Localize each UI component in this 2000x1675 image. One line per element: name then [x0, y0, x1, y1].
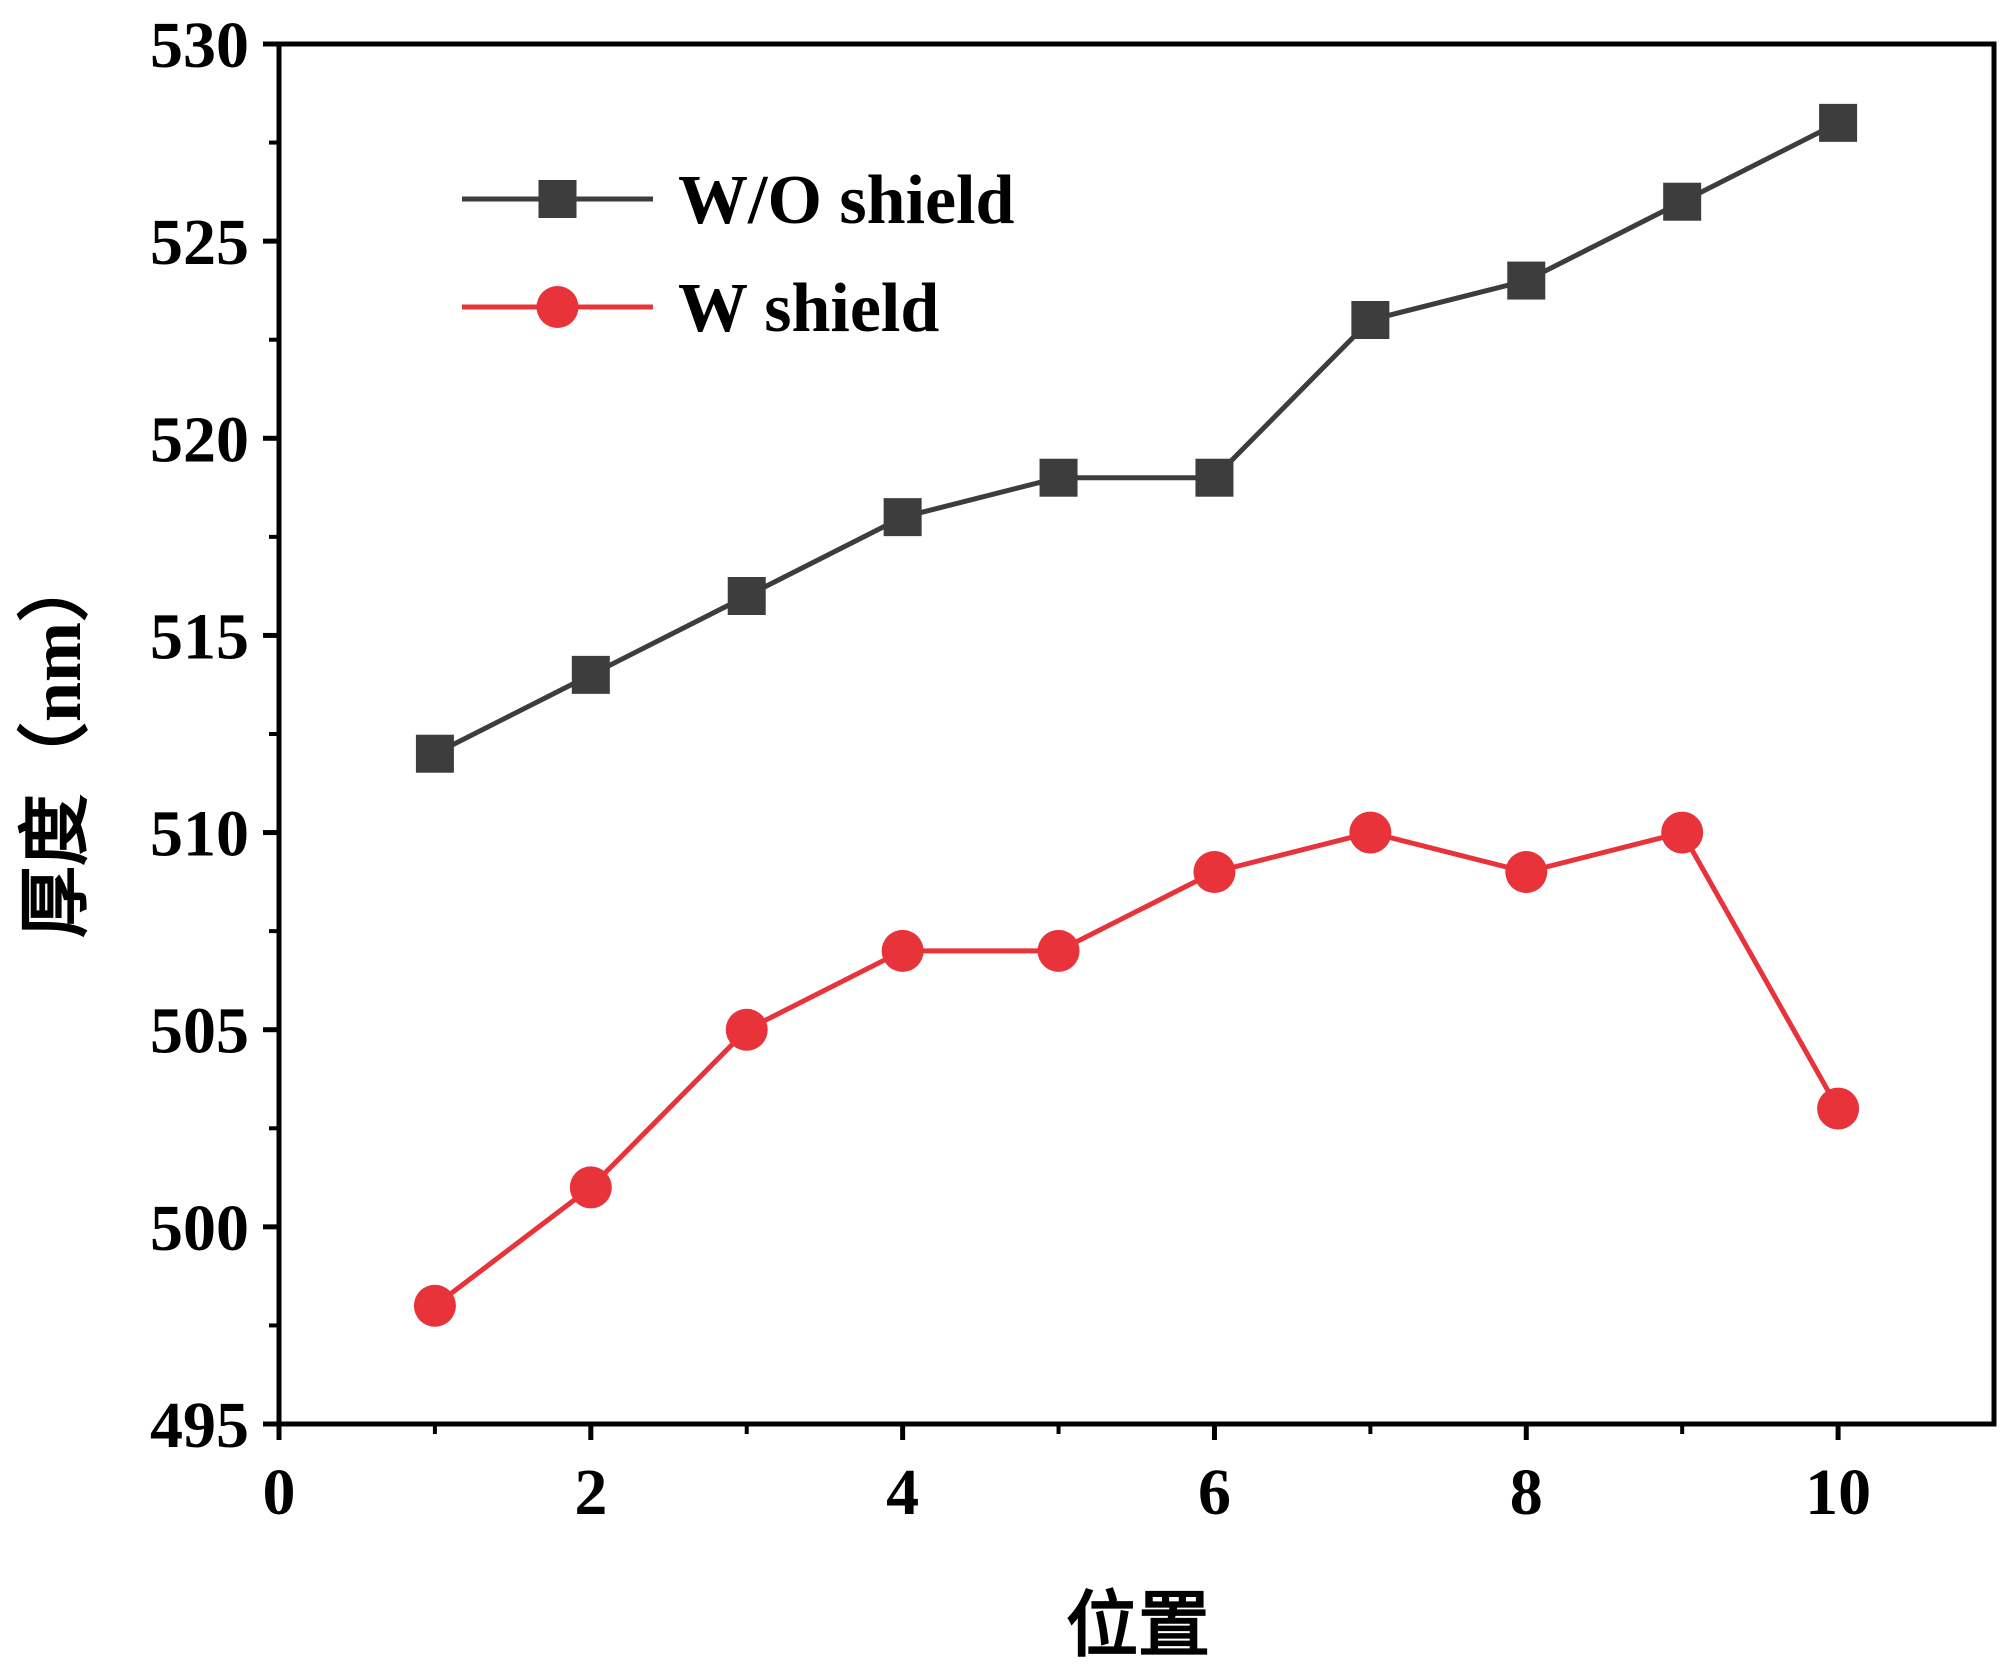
legend-label: W/O shield [678, 162, 1015, 239]
data-point-circle [413, 1284, 456, 1327]
legend: W/O shield W shield [462, 162, 1015, 347]
x-tick-label: 6 [1198, 1456, 1231, 1529]
y-tick-label: 505 [150, 995, 249, 1068]
y-tick-label: 495 [150, 1389, 249, 1462]
data-point-circle [1349, 811, 1392, 854]
data-point-square [883, 498, 922, 537]
series-line [433, 120, 1840, 756]
x-tick-label: 8 [1510, 1456, 1543, 1529]
x-tick-label: 0 [263, 1456, 296, 1529]
data-point-circle [1505, 851, 1548, 893]
series-layer [413, 103, 1860, 1327]
x-tick-label: 4 [886, 1456, 919, 1529]
data-point-square [1351, 301, 1390, 339]
data-point-square [1039, 458, 1078, 497]
y-tick-label: 515 [150, 600, 249, 673]
data-point-circle [1817, 1087, 1860, 1130]
data-point-square [1819, 103, 1858, 142]
data-point-square [1507, 261, 1546, 300]
x-tick-label: 2 [574, 1456, 607, 1529]
data-point-circle [881, 929, 924, 972]
series-w-o-shield [415, 103, 1858, 773]
data-point-square [1663, 182, 1702, 221]
legend-label: W shield [678, 270, 939, 347]
y-tick-label: 500 [150, 1192, 249, 1265]
axes: 0 2 4 6 8 10 495 500 505 510 515 520 525 530 [150, 9, 1997, 1529]
data-point-square [415, 734, 454, 773]
y-tick-label: 530 [150, 9, 249, 82]
data-point-circle [1661, 811, 1704, 854]
x-tick-label: 10 [1805, 1456, 1871, 1529]
legend-marker-square [538, 180, 577, 218]
data-point-circle [725, 1008, 768, 1051]
data-point-square [727, 577, 766, 615]
x-axis-title: 位置 [1066, 1586, 1210, 1666]
legend-marker-circle [536, 286, 579, 328]
y-tick-label: 520 [150, 403, 249, 476]
data-point-circle [569, 1166, 612, 1209]
data-point-square [571, 655, 610, 694]
series-w-shield [413, 811, 1860, 1327]
legend-item: W shield [462, 270, 939, 347]
legend-item: W/O shield [462, 162, 1015, 239]
y-tick-label: 510 [150, 798, 249, 871]
data-point-square [1195, 458, 1234, 497]
series-line [433, 830, 1841, 1308]
data-point-circle [1037, 929, 1080, 972]
data-point-circle [1193, 851, 1236, 893]
y-tick-label: 525 [150, 206, 249, 279]
y-axis-title: 厚度（nm） [16, 550, 96, 938]
plot-frame [276, 41, 1997, 1427]
